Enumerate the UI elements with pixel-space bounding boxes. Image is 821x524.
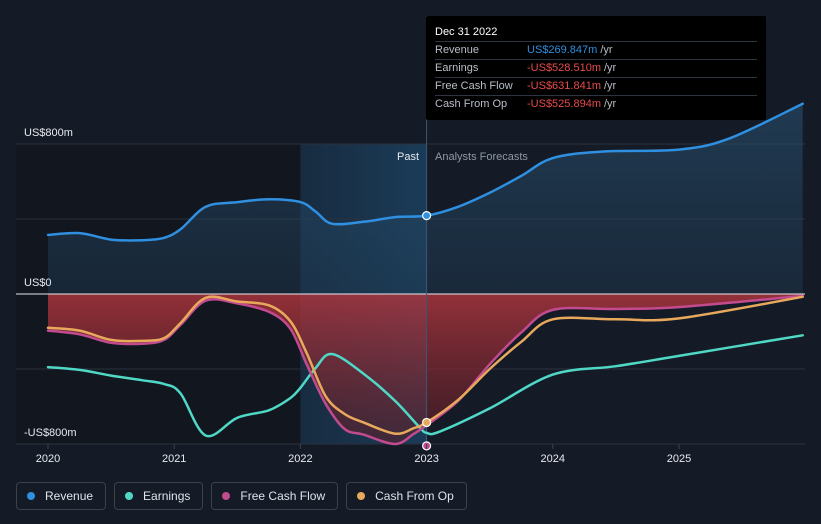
tooltip-value: -US$525.894m: [527, 98, 601, 110]
series-line-free-cash-flow: [46, 294, 804, 446]
tooltip-panel: Dec 31 2022 Revenue US$269.847m /yr Earn…: [426, 16, 766, 120]
legend-label: Free Cash Flow: [240, 489, 326, 503]
x-tick-label: 2023: [414, 453, 438, 465]
legend-label: Revenue: [45, 489, 94, 503]
y-label-top: US$800m: [24, 127, 73, 139]
legend-item-earnings[interactable]: Earnings: [114, 482, 204, 510]
x-axis-ticks: 2020 2021 2022 2023 2024 2025: [36, 444, 691, 465]
series-line-earnings: [46, 334, 804, 438]
legend: Revenue Earnings Free Cash Flow Cash Fro…: [16, 482, 467, 510]
tooltip-label: Free Cash Flow: [435, 80, 513, 92]
x-tick-label: 2021: [162, 453, 186, 465]
tooltip-value: -US$528.510m: [527, 62, 601, 74]
legend-item-revenue[interactable]: Revenue: [16, 482, 107, 510]
tooltip-label: Revenue: [435, 44, 480, 56]
x-tick-label: 2025: [667, 453, 691, 465]
free-cash-flow-dot-icon: [222, 492, 231, 500]
marker-cash-from-op: [422, 417, 432, 428]
tooltip-unit: /yr: [604, 98, 617, 110]
tooltip-label: Earnings: [435, 62, 479, 74]
tooltip-label: Cash From Op: [435, 98, 508, 110]
legend-label: Earnings: [143, 489, 191, 503]
y-label-bottom: -US$800m: [24, 427, 77, 439]
tooltip-date: Dec 31 2022: [435, 26, 498, 38]
tooltip-unit: /yr: [604, 80, 617, 92]
earnings-dot-icon: [125, 492, 134, 500]
revenue-dot-icon: [27, 492, 35, 500]
tooltip-row-earnings: Earnings -US$528.510m /yr: [435, 59, 757, 77]
cash-from-op-dot-icon: [357, 492, 366, 500]
tooltip-unit: /yr: [600, 44, 613, 56]
tooltip-row-free-cash-flow: Free Cash Flow -US$631.841m /yr: [435, 77, 757, 95]
legend-item-free-cash-flow[interactable]: Free Cash Flow: [211, 482, 339, 510]
tooltip-value: US$269.847m: [527, 44, 598, 56]
y-label-zero: US$0: [24, 277, 52, 289]
series-line-cash-from-op: [46, 295, 804, 436]
series-line-revenue: [46, 102, 804, 242]
tooltip-unit: /yr: [604, 62, 617, 74]
tooltip-row-revenue: Revenue US$269.847m /yr: [435, 41, 757, 59]
hover-markers: [422, 211, 432, 451]
tooltip-value: -US$631.841m: [527, 80, 601, 92]
negative-area: [48, 294, 803, 445]
legend-label: Cash From Op: [375, 489, 454, 503]
x-tick-label: 2022: [288, 453, 312, 465]
past-label: Past: [397, 151, 419, 163]
x-tick-label: 2024: [541, 453, 565, 465]
forecast-label: Analysts Forecasts: [435, 151, 528, 163]
marker-revenue: [422, 211, 432, 221]
legend-item-cash-from-op[interactable]: Cash From Op: [346, 482, 467, 510]
series-lines: [46, 102, 804, 446]
tooltip-row-cash-from-op: Cash From Op -US$525.894m /yr: [435, 95, 757, 113]
x-tick-label: 2020: [36, 453, 60, 465]
